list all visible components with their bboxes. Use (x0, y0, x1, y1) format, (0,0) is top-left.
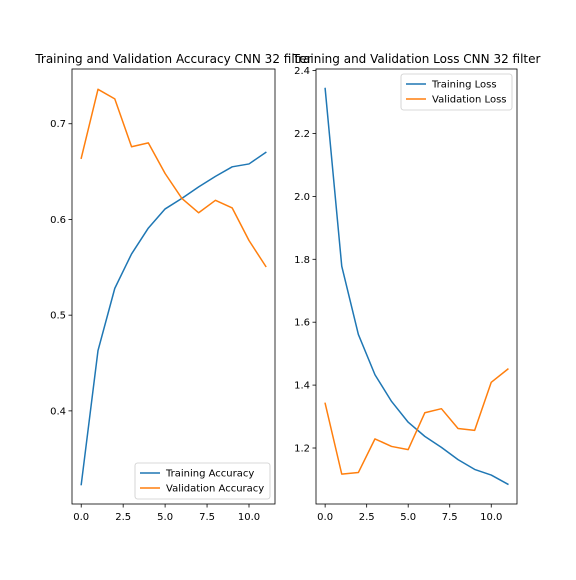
series-line-0 (325, 89, 508, 485)
x-tick-label: 2.5 (359, 512, 375, 523)
y-tick-label: 1.6 (294, 318, 310, 329)
y-tick-label: 2.4 (294, 66, 310, 77)
x-tick-label: 0.0 (73, 512, 89, 523)
series-line-1 (325, 369, 508, 474)
chart-title: Training and Validation Loss CNN 32 filt… (292, 52, 541, 66)
x-tick-label: 10.0 (238, 512, 260, 523)
legend: Training Loss Validation Loss (401, 74, 512, 110)
legend-label-1: Validation Accuracy (166, 484, 264, 495)
x-tick-label: 0.0 (317, 512, 333, 523)
chart-0: Training and Validation Accuracy CNN 32 … (34, 52, 311, 523)
y-tick-label: 1.2 (294, 444, 310, 455)
y-tick-label: 2.0 (294, 192, 310, 203)
legend: Training Accuracy Validation Accuracy (135, 463, 270, 499)
series-line-1 (81, 89, 266, 266)
y-tick-label: 0.6 (50, 215, 66, 226)
x-tick-label: 10.0 (480, 512, 502, 523)
x-tick-label: 7.5 (199, 512, 215, 523)
y-tick-label: 0.4 (50, 406, 66, 417)
y-tick-label: 2.2 (294, 129, 310, 140)
y-tick-label: 0.7 (50, 119, 66, 130)
chart-1: Training and Validation Loss CNN 32 filt… (292, 52, 541, 523)
x-tick-label: 2.5 (115, 512, 131, 523)
plot-frame (72, 69, 275, 504)
y-tick-label: 1.8 (294, 255, 310, 266)
x-tick-label: 5.0 (400, 512, 416, 523)
series-line-0 (81, 152, 266, 484)
legend-label-0: Training Accuracy (165, 469, 254, 480)
legend-label-1: Validation Loss (432, 95, 507, 106)
legend-label-0: Training Loss (431, 80, 497, 91)
x-tick-label: 7.5 (442, 512, 458, 523)
y-tick-label: 0.5 (50, 311, 66, 322)
x-tick-label: 5.0 (157, 512, 173, 523)
y-tick-label: 1.4 (294, 381, 310, 392)
chart-title: Training and Validation Accuracy CNN 32 … (34, 52, 311, 66)
